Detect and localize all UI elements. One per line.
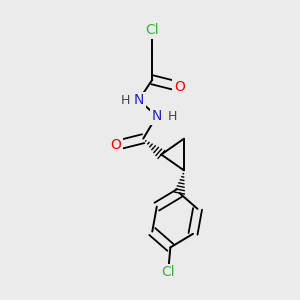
Text: H: H — [168, 110, 177, 122]
Text: N: N — [134, 93, 144, 107]
Text: N: N — [152, 109, 162, 123]
Text: Cl: Cl — [146, 23, 159, 37]
Text: H: H — [120, 94, 130, 107]
Text: O: O — [174, 80, 185, 94]
Text: O: O — [111, 139, 122, 152]
Text: Cl: Cl — [161, 265, 175, 279]
